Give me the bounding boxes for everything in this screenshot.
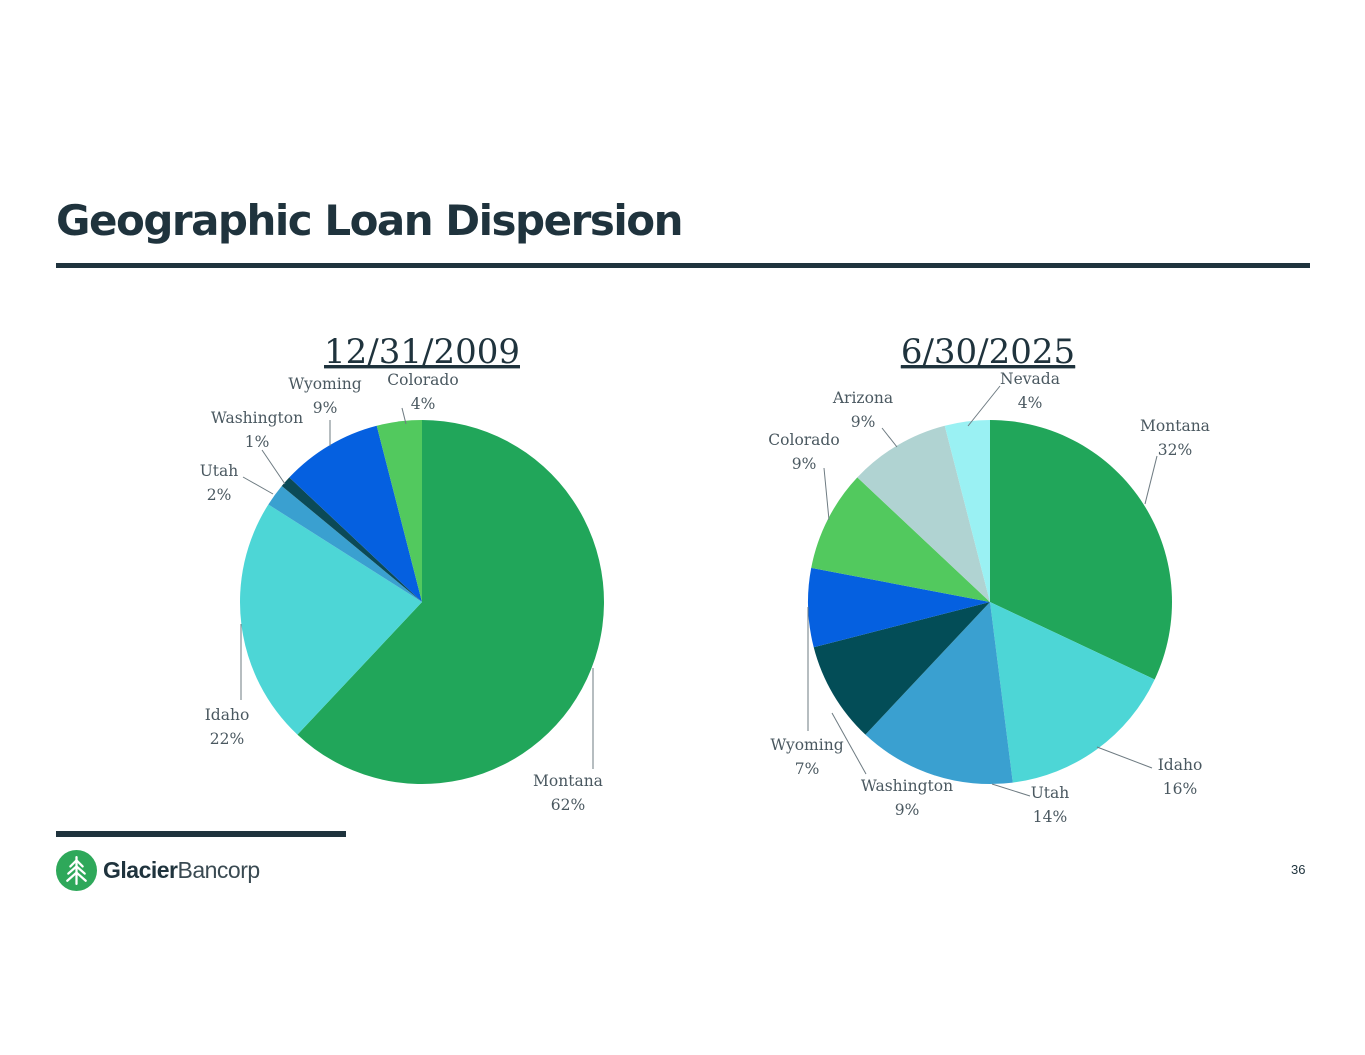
- slice-label-nevada: Nevada: [1000, 370, 1060, 388]
- leader-line-colorado: [401, 407, 407, 425]
- slice-value-nevada: 4%: [1018, 394, 1043, 412]
- pie-slice-montana: [990, 420, 1172, 680]
- pie-slice-montana: [297, 420, 604, 784]
- pie-slice-washington: [281, 477, 422, 602]
- leader-line-montana: [1144, 455, 1158, 505]
- slice-label-idaho: Idaho: [1158, 756, 1203, 774]
- slice-label-colorado: Colorado: [387, 371, 458, 389]
- glacier-pine-tree-logo-icon: [56, 850, 97, 891]
- pie-slice-wyoming: [808, 567, 990, 648]
- slice-label-wyoming: Wyoming: [770, 736, 843, 754]
- leader-line-washington: [831, 712, 867, 775]
- slice-label-washington: Washington: [211, 409, 303, 427]
- leader-line-idaho: [1096, 746, 1153, 769]
- slice-value-arizona: 9%: [851, 413, 876, 431]
- footer-divider: [56, 831, 346, 837]
- slice-value-washington: 9%: [895, 801, 920, 819]
- leader-line-utah: [242, 476, 274, 495]
- slice-label-montana: Montana: [1140, 417, 1210, 435]
- slice-value-montana: 62%: [551, 796, 585, 814]
- pie-slice-nevada: [944, 420, 990, 602]
- pie-slice-idaho: [239, 504, 422, 735]
- leader-line-washington: [261, 449, 286, 485]
- leader-line-arizona: [881, 427, 898, 448]
- slice-label-arizona: Arizona: [832, 389, 893, 407]
- page-number: 36: [1291, 862, 1306, 877]
- company-wordmark-light: Bancorp: [177, 857, 261, 883]
- slice-value-wyoming: 7%: [795, 760, 820, 778]
- pie-slice-arizona: [857, 425, 990, 602]
- pie-slice-idaho: [990, 602, 1155, 783]
- chart-title: 12/31/2009: [324, 332, 520, 372]
- title-divider: [56, 263, 1310, 268]
- slice-value-washington: 1%: [245, 433, 270, 451]
- pie-slice-utah: [268, 485, 422, 602]
- leader-line-utah: [991, 783, 1031, 797]
- slice-value-idaho: 22%: [210, 730, 244, 748]
- pie-slice-colorado: [811, 477, 990, 602]
- slice-label-colorado: Colorado: [768, 431, 839, 449]
- slice-value-utah: 14%: [1033, 808, 1067, 826]
- slice-label-washington: Washington: [861, 777, 953, 795]
- slice-label-utah: Utah: [200, 462, 239, 480]
- leader-line-nevada: [967, 385, 1001, 427]
- page-title: Geographic Loan Dispersion: [56, 196, 683, 245]
- slice-value-utah: 2%: [207, 486, 232, 504]
- company-wordmark: GlacierBancorp: [103, 857, 260, 884]
- slice-value-idaho: 16%: [1163, 780, 1197, 798]
- slice-label-wyoming: Wyoming: [288, 375, 361, 393]
- slice-label-utah: Utah: [1031, 784, 1070, 802]
- slice-value-colorado: 9%: [792, 455, 817, 473]
- pie-slice-colorado: [376, 420, 422, 602]
- company-wordmark-bold: Glacier: [103, 857, 178, 883]
- slice-value-colorado: 4%: [411, 395, 436, 413]
- pie-slice-wyoming: [289, 425, 422, 602]
- pie-slice-washington: [813, 602, 990, 735]
- chart-6-30-2025: 6/30/2025 Montana 32% Idaho 16% Utah 14% Washin…: [768, 332, 1210, 826]
- chart-12-31-2009: 12/31/2009 Montana 62% Idaho 22% Utah 2% Washin…: [200, 332, 604, 814]
- slice-label-montana: Montana: [533, 772, 603, 790]
- slice-value-wyoming: 9%: [313, 399, 338, 417]
- company-logo: GlacierBancorp: [56, 850, 260, 891]
- slice-label-idaho: Idaho: [205, 706, 250, 724]
- leader-line-colorado: [823, 467, 830, 521]
- slice-value-montana: 32%: [1158, 441, 1192, 459]
- pie-slice-utah: [865, 602, 1013, 784]
- chart-title: 6/30/2025: [901, 332, 1075, 372]
